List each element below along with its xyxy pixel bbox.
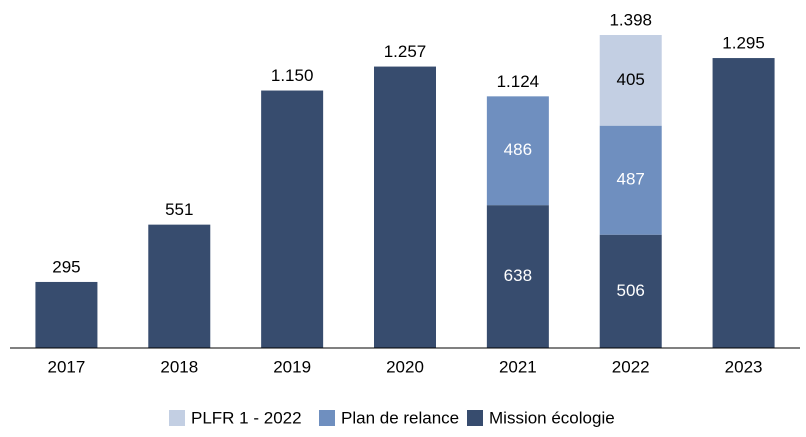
segment-label: 486 bbox=[504, 140, 532, 159]
legend-label: Plan de relance bbox=[341, 408, 459, 427]
bar-segment bbox=[148, 224, 211, 348]
bar-segment bbox=[599, 234, 662, 348]
legend-label: Mission écologie bbox=[489, 408, 615, 427]
total-label: 1.124 bbox=[497, 72, 540, 91]
bar-segment bbox=[261, 90, 324, 349]
x-tick-label: 2021 bbox=[499, 357, 537, 376]
bar-segment bbox=[374, 66, 436, 349]
total-label: 1.150 bbox=[271, 66, 314, 85]
bar-segment bbox=[486, 96, 549, 206]
segment-label: 405 bbox=[617, 70, 645, 89]
bar-segment bbox=[599, 125, 662, 235]
x-tick-label: 2019 bbox=[273, 357, 311, 376]
x-tick-label: 2022 bbox=[612, 357, 650, 376]
legend-swatch bbox=[169, 410, 185, 426]
legend-label: PLFR 1 - 2022 bbox=[191, 408, 302, 427]
x-tick-label: 2020 bbox=[386, 357, 424, 376]
total-label: 295 bbox=[52, 257, 80, 276]
x-tick-label: 2017 bbox=[48, 357, 86, 376]
x-tick-label: 2018 bbox=[160, 357, 198, 376]
segment-label: 638 bbox=[504, 266, 532, 285]
segment-label: 487 bbox=[617, 170, 645, 189]
total-label: 551 bbox=[165, 200, 193, 219]
bar-segment bbox=[35, 281, 98, 348]
x-tick-label: 2023 bbox=[725, 357, 763, 376]
bar-segment bbox=[599, 35, 662, 126]
total-label: 1.398 bbox=[609, 10, 652, 29]
legend-swatch bbox=[319, 410, 335, 426]
total-label: 1.295 bbox=[722, 34, 765, 53]
bar-segment bbox=[712, 58, 775, 349]
total-label: 1.257 bbox=[384, 42, 427, 61]
bar-segment bbox=[486, 205, 549, 348]
legend-swatch bbox=[467, 410, 483, 426]
segment-label: 506 bbox=[617, 281, 645, 300]
